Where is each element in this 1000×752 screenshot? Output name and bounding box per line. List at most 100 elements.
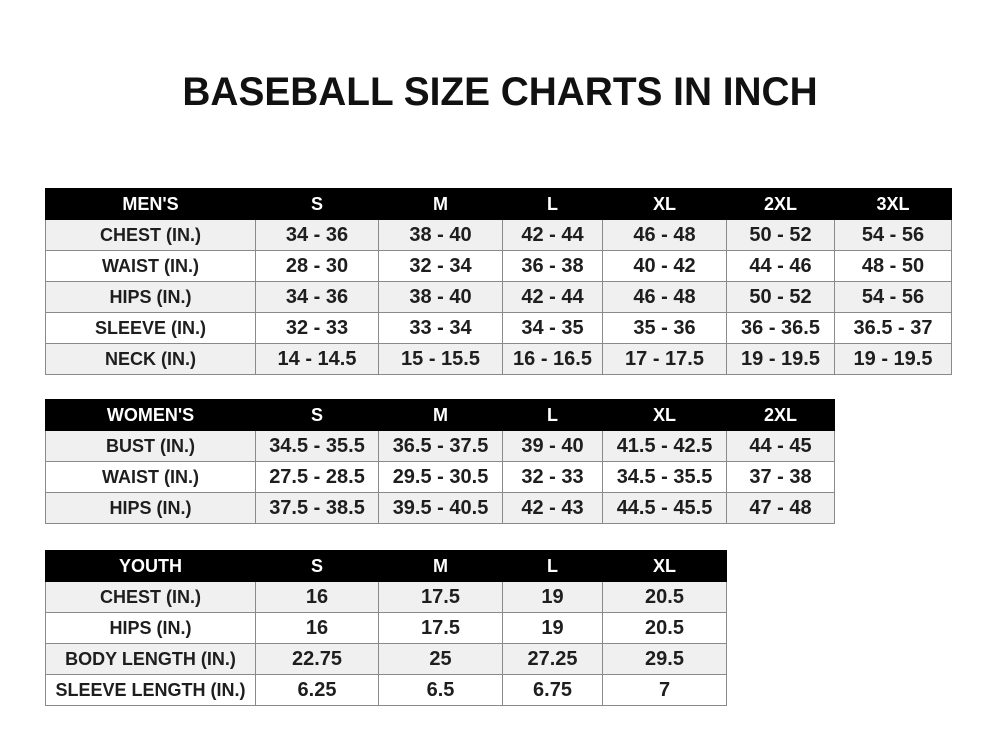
size-value: 44 - 45 [726,430,835,462]
size-value: 16 - 16.5 [502,343,603,375]
table-row: BUST (IN.) 34.5 - 35.5 36.5 - 37.5 39 - 40 4… [45,430,835,462]
size-value: 32 - 34 [378,250,503,282]
table-row: CHEST (IN.) 16 17.5 19 20.5 [45,581,727,613]
size-value: 44 - 46 [726,250,835,282]
size-header: S [255,188,379,220]
size-value: 47 - 48 [726,492,835,524]
size-value: 54 - 56 [834,219,952,251]
size-value: 34 - 36 [255,219,379,251]
size-value: 25 [378,643,503,675]
measurement-label: SLEEVE (IN.) [45,312,256,344]
size-value: 42 - 44 [502,281,603,313]
category-header: WOMEN'S [45,399,256,431]
size-header: XL [602,550,727,582]
size-header: S [255,550,379,582]
size-header: M [378,550,503,582]
measurement-label: CHEST (IN.) [45,581,256,613]
table-row: CHEST (IN.) 34 - 36 38 - 40 42 - 44 46 - 48 5… [45,219,952,251]
size-header: L [502,399,603,431]
table-row: SLEEVE LENGTH (IN.) 6.25 6.5 6.75 7 [45,674,727,706]
size-value: 6.5 [378,674,503,706]
size-header: L [502,188,603,220]
size-value: 36 - 36.5 [726,312,835,344]
size-value: 50 - 52 [726,281,835,313]
size-value: 32 - 33 [502,461,603,493]
size-value: 41.5 - 42.5 [602,430,727,462]
size-value: 42 - 44 [502,219,603,251]
size-value: 6.75 [502,674,603,706]
size-header: L [502,550,603,582]
size-value: 54 - 56 [834,281,952,313]
category-header: MEN'S [45,188,256,220]
size-value: 39.5 - 40.5 [378,492,503,524]
table-row: BODY LENGTH (IN.) 22.75 25 27.25 29.5 [45,643,727,675]
measurement-label: BUST (IN.) [45,430,256,462]
header-row: YOUTH S M L XL [45,550,727,582]
size-header: XL [602,188,727,220]
size-value: 15 - 15.5 [378,343,503,375]
size-header: XL [602,399,727,431]
size-value: 46 - 48 [602,219,727,251]
size-value: 20.5 [602,581,727,613]
size-value: 37.5 - 38.5 [255,492,379,524]
size-value: 39 - 40 [502,430,603,462]
measurement-label: BODY LENGTH (IN.) [45,643,256,675]
size-value: 17 - 17.5 [602,343,727,375]
size-value: 50 - 52 [726,219,835,251]
size-value: 27.25 [502,643,603,675]
table-row: HIPS (IN.) 16 17.5 19 20.5 [45,612,727,644]
size-header: M [378,188,503,220]
size-value: 35 - 36 [602,312,727,344]
measurement-label: HIPS (IN.) [45,612,256,644]
measurement-label: NECK (IN.) [45,343,256,375]
size-value: 36.5 - 37.5 [378,430,503,462]
size-header: 3XL [834,188,952,220]
mens-size-table: MEN'S S M L XL 2XL 3XL CHEST (IN.) 34 - 36 38 - 4… [45,188,952,375]
measurement-label: SLEEVE LENGTH (IN.) [45,674,256,706]
size-value: 16 [255,612,379,644]
size-value: 32 - 33 [255,312,379,344]
table-row: SLEEVE (IN.) 32 - 33 33 - 34 34 - 35 35 - 36… [45,312,952,344]
size-value: 34.5 - 35.5 [602,461,727,493]
table-row: HIPS (IN.) 37.5 - 38.5 39.5 - 40.5 42 - 43 4… [45,492,835,524]
size-value: 14 - 14.5 [255,343,379,375]
measurement-label: CHEST (IN.) [45,219,256,251]
category-header: YOUTH [45,550,256,582]
size-value: 33 - 34 [378,312,503,344]
measurement-label: HIPS (IN.) [45,281,256,313]
size-value: 42 - 43 [502,492,603,524]
table-row: WAIST (IN.) 28 - 30 32 - 34 36 - 38 40 - 42 4… [45,250,952,282]
header-row: WOMEN'S S M L XL 2XL [45,399,835,431]
header-row: MEN'S S M L XL 2XL 3XL [45,188,952,220]
table-row: WAIST (IN.) 27.5 - 28.5 29.5 - 30.5 32 - 33… [45,461,835,493]
size-header: 2XL [726,399,835,431]
size-value: 17.5 [378,612,503,644]
size-value: 28 - 30 [255,250,379,282]
size-header: M [378,399,503,431]
size-value: 29.5 - 30.5 [378,461,503,493]
size-value: 19 - 19.5 [834,343,952,375]
size-value: 37 - 38 [726,461,835,493]
size-header: 2XL [726,188,835,220]
size-value: 36 - 38 [502,250,603,282]
youth-size-table: YOUTH S M L XL CHEST (IN.) 16 17.5 19 20.5 HIPS (I… [45,550,727,706]
table-row: HIPS (IN.) 34 - 36 38 - 40 42 - 44 46 - 48 50… [45,281,952,313]
size-value: 6.25 [255,674,379,706]
size-value: 27.5 - 28.5 [255,461,379,493]
size-value: 34 - 35 [502,312,603,344]
size-value: 48 - 50 [834,250,952,282]
size-value: 38 - 40 [378,219,503,251]
size-value: 16 [255,581,379,613]
size-value: 38 - 40 [378,281,503,313]
size-value: 20.5 [602,612,727,644]
size-value: 29.5 [602,643,727,675]
size-value: 40 - 42 [602,250,727,282]
measurement-label: WAIST (IN.) [45,250,256,282]
size-value: 34.5 - 35.5 [255,430,379,462]
size-value: 17.5 [378,581,503,613]
size-header: S [255,399,379,431]
page-title: BASEBALL SIZE CHARTS IN INCH [182,70,818,114]
size-value: 44.5 - 45.5 [602,492,727,524]
size-value: 36.5 - 37 [834,312,952,344]
measurement-label: HIPS (IN.) [45,492,256,524]
